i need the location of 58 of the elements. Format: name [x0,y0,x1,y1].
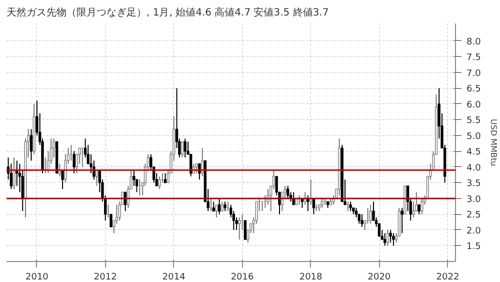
x-tick-label: 2014 [162,272,186,282]
y-tick-label: 4.5 [466,148,481,158]
candlestick [30,128,33,162]
candlestick [184,138,186,158]
candlestick [132,170,136,186]
candlestick [354,207,358,218]
y-tick-label: 5.0 [466,132,482,142]
candlestick [12,156,16,190]
candlestick [389,229,392,244]
x-tick-label: 2010 [26,272,49,282]
candlestick [78,148,81,164]
y-tick-label: 2.0 [466,226,482,236]
candlestick [218,198,221,215]
candlestick [349,201,352,212]
candlestick [420,198,424,215]
candlestick [418,204,420,215]
candlestick [292,192,295,206]
y-tick-label: 7.5 [466,53,481,64]
candlestick [220,201,224,212]
candlestick [212,201,215,212]
candlestick [224,201,226,212]
candlestick [110,214,112,228]
candlestick [400,207,404,234]
y-tick-label: 3.5 [466,179,481,190]
candlestick [412,201,415,218]
y-tick-label: 1.5 [466,242,481,252]
candlestick [392,232,395,246]
candlestick [115,204,118,224]
y-tick-label: 3.0 [466,194,482,205]
y-axis-title: USD MMBtu [488,118,498,166]
candlestick [180,141,184,158]
candlestick [72,150,76,174]
candlestick [195,163,198,174]
y-tick-label: 5.5 [466,116,481,126]
candlestick [386,229,390,246]
candlestick [360,214,364,228]
y-tick-label: 4.0 [466,163,482,174]
y-tick-label: 2.5 [466,210,481,221]
x-tick-label: 2022 [436,272,460,282]
candlestick [238,216,241,240]
y-tick-label: 6.0 [466,100,482,110]
candlestick [320,198,324,208]
candlestick [215,204,218,218]
candlestick [286,185,290,199]
chart-subtitle: 天然ガス先物（限月つなぎ足）, 1月, 始値4.6 高値4.7 安値3.5 終値3.7 [6,6,329,18]
x-tick-label: 2018 [299,272,323,282]
candlestick [384,232,386,246]
candlestick [164,172,167,184]
candlestick [158,176,161,190]
x-tick-label: 2020 [368,272,391,282]
y-tick-label: 8.0 [466,37,482,48]
candlestick [61,170,64,190]
candlestick [369,204,372,224]
x-tick-label: 2012 [94,272,117,282]
candlestick [244,220,247,240]
y-tick-label: 6.5 [466,84,481,95]
y-tick-label: 7.0 [466,68,482,79]
x-tick-label: 2016 [230,272,254,282]
